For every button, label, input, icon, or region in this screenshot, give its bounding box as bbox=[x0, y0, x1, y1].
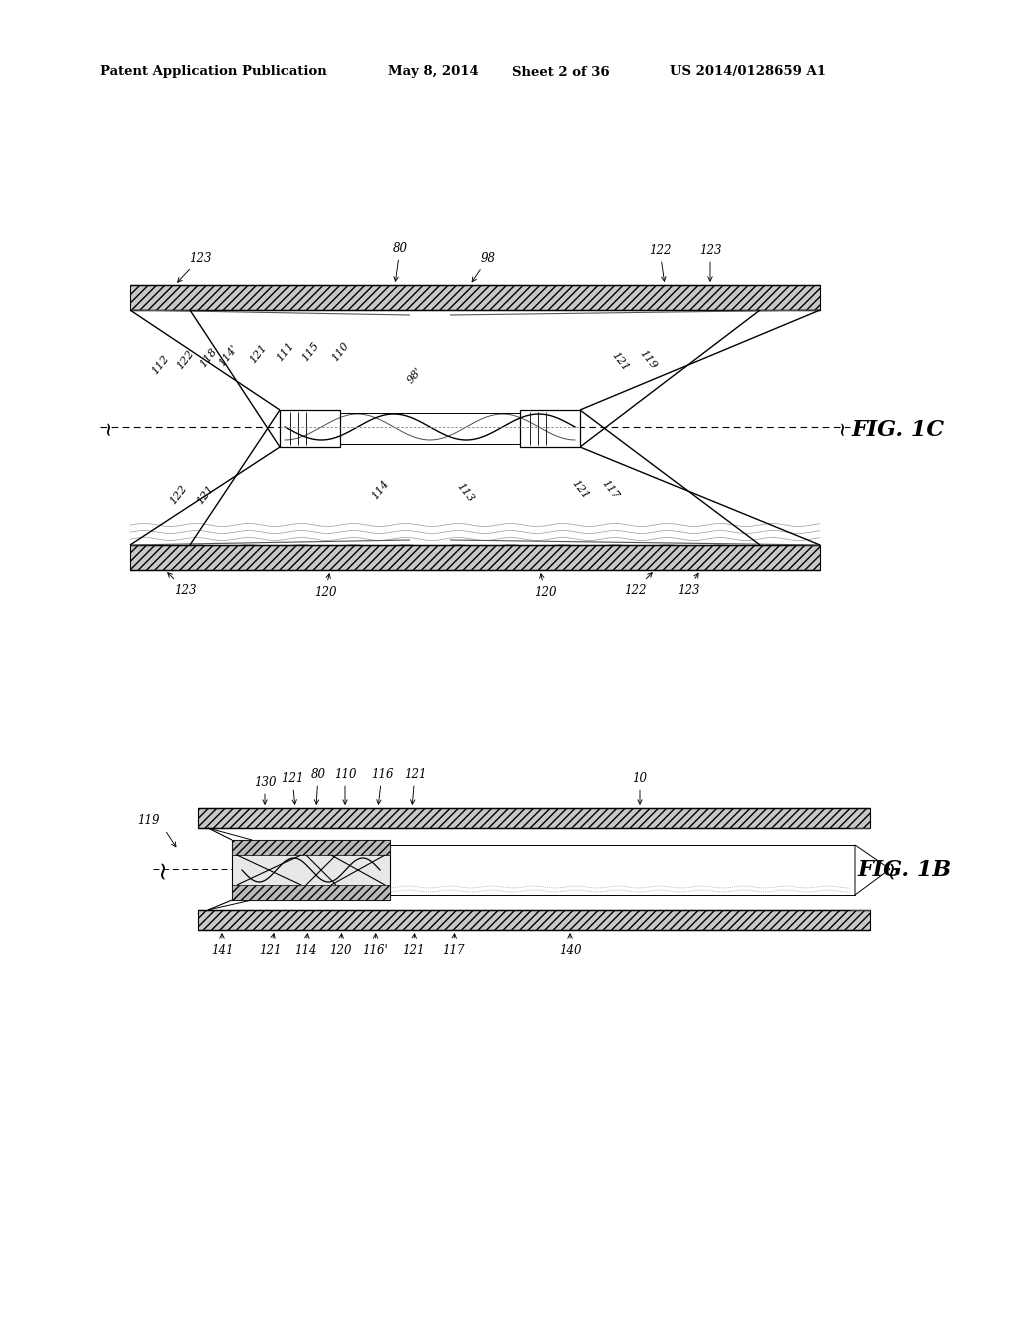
Text: 119: 119 bbox=[137, 813, 160, 826]
Text: 121: 121 bbox=[248, 342, 268, 366]
Bar bbox=[198, 909, 870, 931]
Text: ~: ~ bbox=[99, 418, 117, 436]
Text: 111: 111 bbox=[274, 341, 296, 363]
Bar bbox=[280, 411, 340, 447]
Bar bbox=[130, 545, 820, 570]
Text: Patent Application Publication: Patent Application Publication bbox=[100, 66, 327, 78]
Text: 116: 116 bbox=[371, 767, 393, 804]
Bar bbox=[198, 808, 870, 828]
Text: FIG. 1C: FIG. 1C bbox=[852, 418, 945, 441]
Text: 121: 121 bbox=[195, 483, 215, 507]
Text: 120: 120 bbox=[534, 574, 556, 598]
Polygon shape bbox=[855, 845, 890, 895]
Text: 98': 98' bbox=[406, 366, 424, 385]
Text: 119: 119 bbox=[638, 348, 658, 371]
Bar bbox=[232, 884, 390, 900]
Bar bbox=[232, 840, 390, 900]
Text: 121: 121 bbox=[403, 767, 426, 804]
Text: 122: 122 bbox=[168, 483, 188, 507]
Text: 98: 98 bbox=[472, 252, 496, 282]
Text: 120: 120 bbox=[313, 574, 336, 598]
Text: Sheet 2 of 36: Sheet 2 of 36 bbox=[512, 66, 609, 78]
Text: 118: 118 bbox=[198, 346, 218, 370]
Text: 112: 112 bbox=[150, 354, 171, 376]
Text: 122: 122 bbox=[624, 573, 652, 597]
Text: 123: 123 bbox=[168, 573, 197, 597]
Text: 121: 121 bbox=[401, 933, 424, 957]
Bar bbox=[232, 845, 855, 895]
Text: 116': 116' bbox=[362, 933, 388, 957]
Text: 121: 121 bbox=[569, 478, 591, 502]
Text: ~: ~ bbox=[152, 858, 174, 879]
Text: 121: 121 bbox=[259, 933, 282, 957]
Text: 114: 114 bbox=[294, 933, 316, 957]
Text: 121: 121 bbox=[609, 351, 631, 374]
Text: 113: 113 bbox=[455, 482, 475, 504]
Text: 130: 130 bbox=[254, 776, 276, 804]
Text: ~: ~ bbox=[881, 858, 903, 879]
Text: 117: 117 bbox=[599, 478, 621, 502]
Bar bbox=[520, 411, 580, 447]
Text: 117: 117 bbox=[441, 933, 464, 957]
Bar bbox=[340, 413, 520, 444]
Text: 122: 122 bbox=[174, 348, 196, 371]
Text: 123: 123 bbox=[677, 573, 699, 597]
Text: 141: 141 bbox=[211, 933, 233, 957]
Text: 120: 120 bbox=[329, 933, 351, 957]
Text: 114': 114' bbox=[216, 343, 240, 368]
Text: 80: 80 bbox=[392, 242, 408, 281]
Text: 115: 115 bbox=[299, 341, 321, 363]
Text: ~: ~ bbox=[833, 418, 851, 436]
Text: 10: 10 bbox=[633, 771, 647, 804]
Text: 123: 123 bbox=[698, 243, 721, 281]
Text: May 8, 2014: May 8, 2014 bbox=[388, 66, 479, 78]
Text: 110: 110 bbox=[330, 341, 350, 363]
Bar bbox=[232, 840, 390, 855]
Text: 122: 122 bbox=[649, 243, 672, 281]
Text: 140: 140 bbox=[559, 933, 582, 957]
Text: FIG. 1B: FIG. 1B bbox=[858, 859, 952, 880]
Text: 114: 114 bbox=[370, 478, 390, 502]
Text: 123: 123 bbox=[177, 252, 211, 282]
Bar bbox=[130, 285, 820, 310]
Text: US 2014/0128659 A1: US 2014/0128659 A1 bbox=[670, 66, 826, 78]
Text: 80: 80 bbox=[310, 767, 326, 804]
Text: 121: 121 bbox=[281, 771, 303, 804]
Text: 110: 110 bbox=[334, 767, 356, 804]
